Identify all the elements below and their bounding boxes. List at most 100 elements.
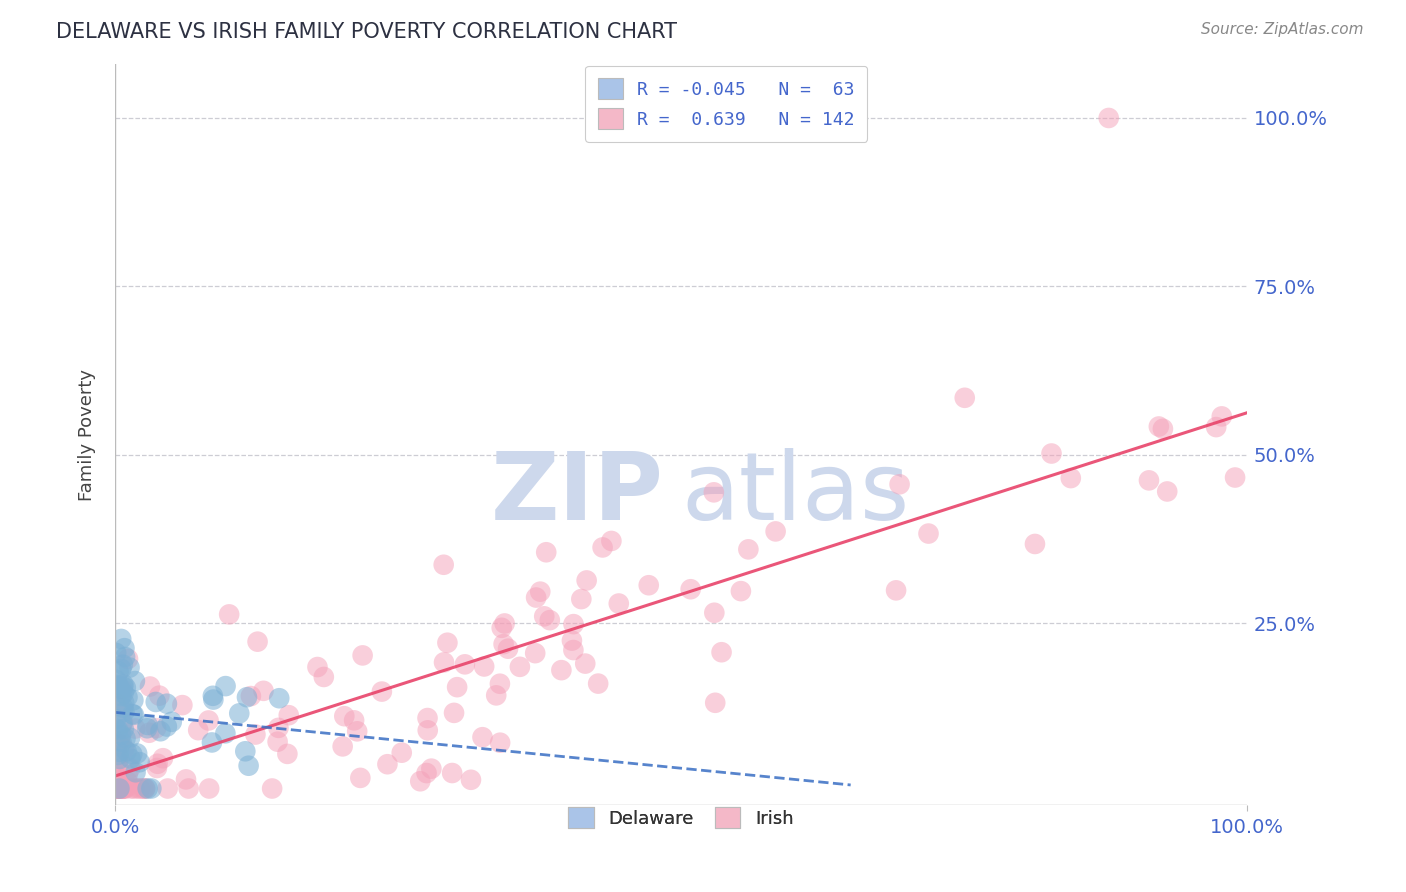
Point [574, 657, 596, 671]
Point [120, 751, 142, 765]
Point [409, 774, 432, 789]
Point [391, 746, 413, 760]
Point [1137, 474, 1160, 488]
Point [600, 533, 623, 548]
Point [112, 680, 135, 694]
Point [118, 660, 141, 674]
Point [112, 677, 135, 691]
Point [245, 727, 267, 741]
Point [107, 762, 129, 776]
Point [107, 781, 129, 796]
Point [538, 613, 561, 627]
Point [115, 744, 138, 758]
Y-axis label: Family Poverty: Family Poverty [79, 368, 96, 500]
Point [110, 781, 132, 796]
Point [124, 722, 146, 736]
Point [117, 652, 139, 666]
Point [156, 697, 179, 711]
Point [494, 616, 516, 631]
Point [569, 592, 592, 607]
Point [562, 617, 585, 632]
Point [509, 660, 531, 674]
Point [262, 781, 284, 796]
Point [307, 660, 329, 674]
Point [1147, 419, 1170, 434]
Point [105, 781, 128, 796]
Point [441, 766, 464, 780]
Point [346, 724, 368, 739]
Point [136, 721, 159, 735]
Point [343, 714, 366, 728]
Point [491, 621, 513, 635]
Point [534, 545, 557, 559]
Point [112, 742, 135, 756]
Point [105, 781, 128, 796]
Point [107, 747, 129, 762]
Point [416, 723, 439, 738]
Point [704, 696, 727, 710]
Point [197, 714, 219, 728]
Point [533, 609, 555, 624]
Point [105, 768, 128, 782]
Point [110, 728, 132, 742]
Point [105, 699, 128, 714]
Point [114, 731, 136, 746]
Point [562, 643, 585, 657]
Point [201, 735, 224, 749]
Point [233, 744, 256, 758]
Point [489, 677, 512, 691]
Point [117, 690, 139, 705]
Point [492, 637, 515, 651]
Point [108, 745, 131, 759]
Point [112, 686, 135, 700]
Point [134, 781, 156, 796]
Point [108, 781, 131, 796]
Text: atlas: atlas [681, 448, 910, 540]
Point [107, 698, 129, 712]
Point [146, 761, 169, 775]
Point [485, 689, 508, 703]
Point [111, 657, 134, 672]
Point [524, 591, 547, 605]
Point [737, 542, 759, 557]
Point [187, 723, 209, 738]
Point [124, 765, 146, 780]
Point [1024, 537, 1046, 551]
Point [1205, 420, 1227, 434]
Point [1223, 470, 1246, 484]
Point [228, 706, 250, 721]
Point [198, 781, 221, 796]
Point [239, 689, 262, 703]
Point [134, 781, 156, 796]
Point [201, 689, 224, 703]
Point [679, 582, 702, 597]
Point [266, 734, 288, 748]
Point [108, 681, 131, 696]
Point [122, 693, 145, 707]
Point [884, 583, 907, 598]
Point [108, 781, 131, 796]
Point [127, 781, 149, 796]
Point [443, 706, 465, 720]
Point [214, 679, 236, 693]
Point [889, 477, 911, 491]
Point [420, 762, 443, 776]
Point [107, 754, 129, 768]
Point [637, 578, 659, 592]
Point [110, 735, 132, 749]
Point [145, 695, 167, 709]
Point [111, 781, 134, 796]
Point [460, 772, 482, 787]
Point [114, 781, 136, 796]
Point [246, 634, 269, 648]
Point [124, 674, 146, 689]
Point [174, 772, 197, 787]
Point [177, 781, 200, 796]
Point [112, 705, 135, 719]
Point [107, 665, 129, 679]
Point [122, 707, 145, 722]
Point [561, 633, 583, 648]
Point [238, 758, 260, 772]
Point [112, 715, 135, 730]
Point [156, 781, 179, 796]
